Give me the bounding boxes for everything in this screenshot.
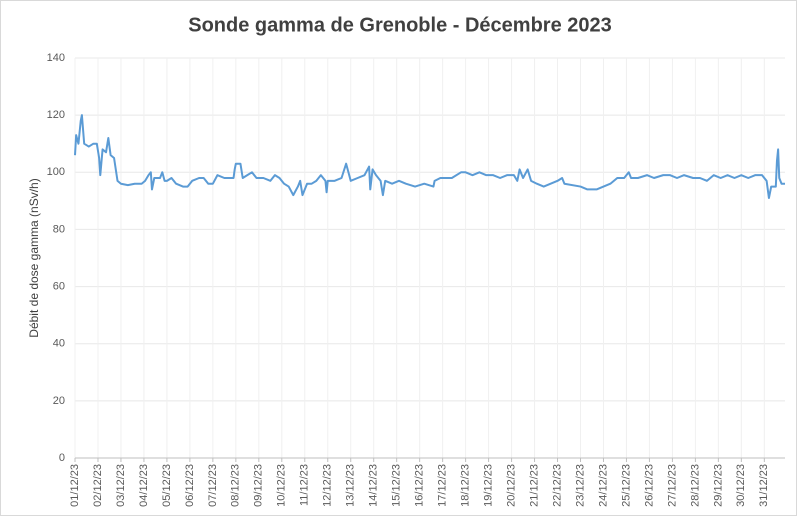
x-tick-label: 27/12/23 xyxy=(666,464,678,507)
y-tick-label: 40 xyxy=(53,338,65,350)
x-tick-label: 25/12/23 xyxy=(620,464,632,507)
x-tick-label: 26/12/23 xyxy=(643,464,655,507)
x-tick-label: 06/12/23 xyxy=(184,464,196,507)
x-tick-label: 05/12/23 xyxy=(161,464,173,507)
x-tick-label: 30/12/23 xyxy=(735,464,747,507)
x-tick-label: 23/12/23 xyxy=(574,464,586,507)
x-tick-label: 01/12/23 xyxy=(69,464,81,507)
data-line xyxy=(74,114,785,199)
x-tick-label: 09/12/23 xyxy=(253,464,265,507)
x-tick-label: 03/12/23 xyxy=(115,464,127,507)
x-tick-label: 20/12/23 xyxy=(505,464,517,507)
x-tick-label: 15/12/23 xyxy=(391,464,403,507)
x-tick-label: 21/12/23 xyxy=(528,464,540,507)
y-tick-label: 80 xyxy=(53,223,65,235)
x-tick-label: 13/12/23 xyxy=(345,464,357,507)
x-tick-label: 14/12/23 xyxy=(368,464,380,507)
y-tick-label: 0 xyxy=(59,452,65,464)
x-tick-label: 31/12/23 xyxy=(758,464,770,507)
x-tick-label: 02/12/23 xyxy=(92,464,104,507)
y-tick-label: 100 xyxy=(47,166,65,178)
x-tick-label: 29/12/23 xyxy=(712,464,724,507)
x-tick-label: 11/12/23 xyxy=(299,464,311,506)
x-tick-label: 16/12/23 xyxy=(414,464,426,507)
x-tick-label: 04/12/23 xyxy=(138,464,150,507)
y-tick-label: 20 xyxy=(53,395,65,407)
chart-title: Sonde gamma de Grenoble - Décembre 2023 xyxy=(188,14,612,36)
x-tick-label: 18/12/23 xyxy=(460,464,472,507)
x-tick-label: 10/12/23 xyxy=(276,464,288,507)
y-tick-label: 120 xyxy=(47,109,65,121)
x-tick-label: 17/12/23 xyxy=(437,464,449,507)
y-tick-label: 60 xyxy=(53,280,65,292)
x-tick-label: 19/12/23 xyxy=(482,464,494,507)
x-tick-label: 22/12/23 xyxy=(551,464,563,507)
x-tick-label: 12/12/23 xyxy=(322,464,334,507)
x-tick-label: 24/12/23 xyxy=(597,464,609,507)
x-tick-label: 08/12/23 xyxy=(230,464,242,507)
x-tick-label: 28/12/23 xyxy=(689,464,701,507)
x-tick-label: 07/12/23 xyxy=(207,464,219,507)
y-axis-label: Débit de dose gamma (nSv/h) xyxy=(27,178,41,337)
y-tick-label: 140 xyxy=(47,52,65,64)
